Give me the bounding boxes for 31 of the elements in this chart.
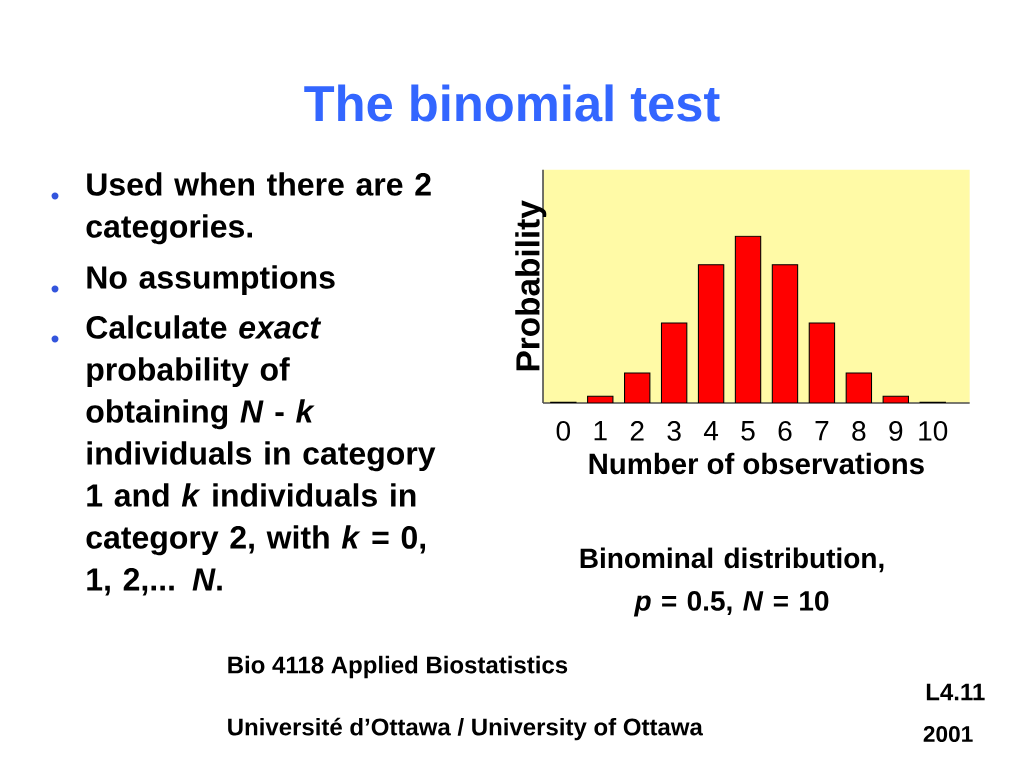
text: 2001 — [923, 725, 973, 743]
bar — [882, 395, 909, 403]
bar — [771, 264, 799, 403]
chart-title: The binomial test — [304, 84, 720, 122]
text: Université d’Ottawa / University of Ottawa — [228, 717, 703, 741]
text: Binominal distribution, p = 0.5, N = 10 — [580, 547, 884, 617]
bar — [587, 395, 614, 403]
x-tick-label: 1 — [594, 421, 607, 441]
x-tick-label: 10 — [919, 421, 948, 441]
x-tick-label: 0 — [556, 421, 571, 441]
bar — [808, 322, 836, 403]
y-axis-title: Probability — [515, 200, 547, 371]
text: Calculate exact probability of obtaining N - k individuals in category 1 and k individuals in category 2, with k = 0, 1, 2,... N. — [86, 315, 436, 596]
x-tick-label: 3 — [667, 421, 681, 441]
text: Bio 4118 Applied Biostatistics — [228, 655, 568, 679]
x-axis-title: Number of observations — [589, 452, 924, 475]
bar — [624, 372, 651, 403]
x-tick-label: 8 — [852, 421, 866, 441]
x-tick-label: 5 — [741, 421, 755, 441]
x-tick-label: 9 — [889, 421, 903, 441]
text: No assumptions — [87, 265, 335, 296]
text: L4.11 — [926, 683, 985, 701]
bar — [845, 372, 873, 403]
x-tick-label: 4 — [703, 421, 719, 441]
x-tick-label: 6 — [778, 421, 792, 441]
text: Used when there are 2 categories. — [86, 172, 431, 245]
bar — [734, 235, 762, 403]
x-tick-label: 2 — [630, 421, 644, 441]
bar — [697, 264, 725, 403]
x-tick-label: 7 — [815, 421, 829, 441]
bar — [660, 322, 688, 403]
